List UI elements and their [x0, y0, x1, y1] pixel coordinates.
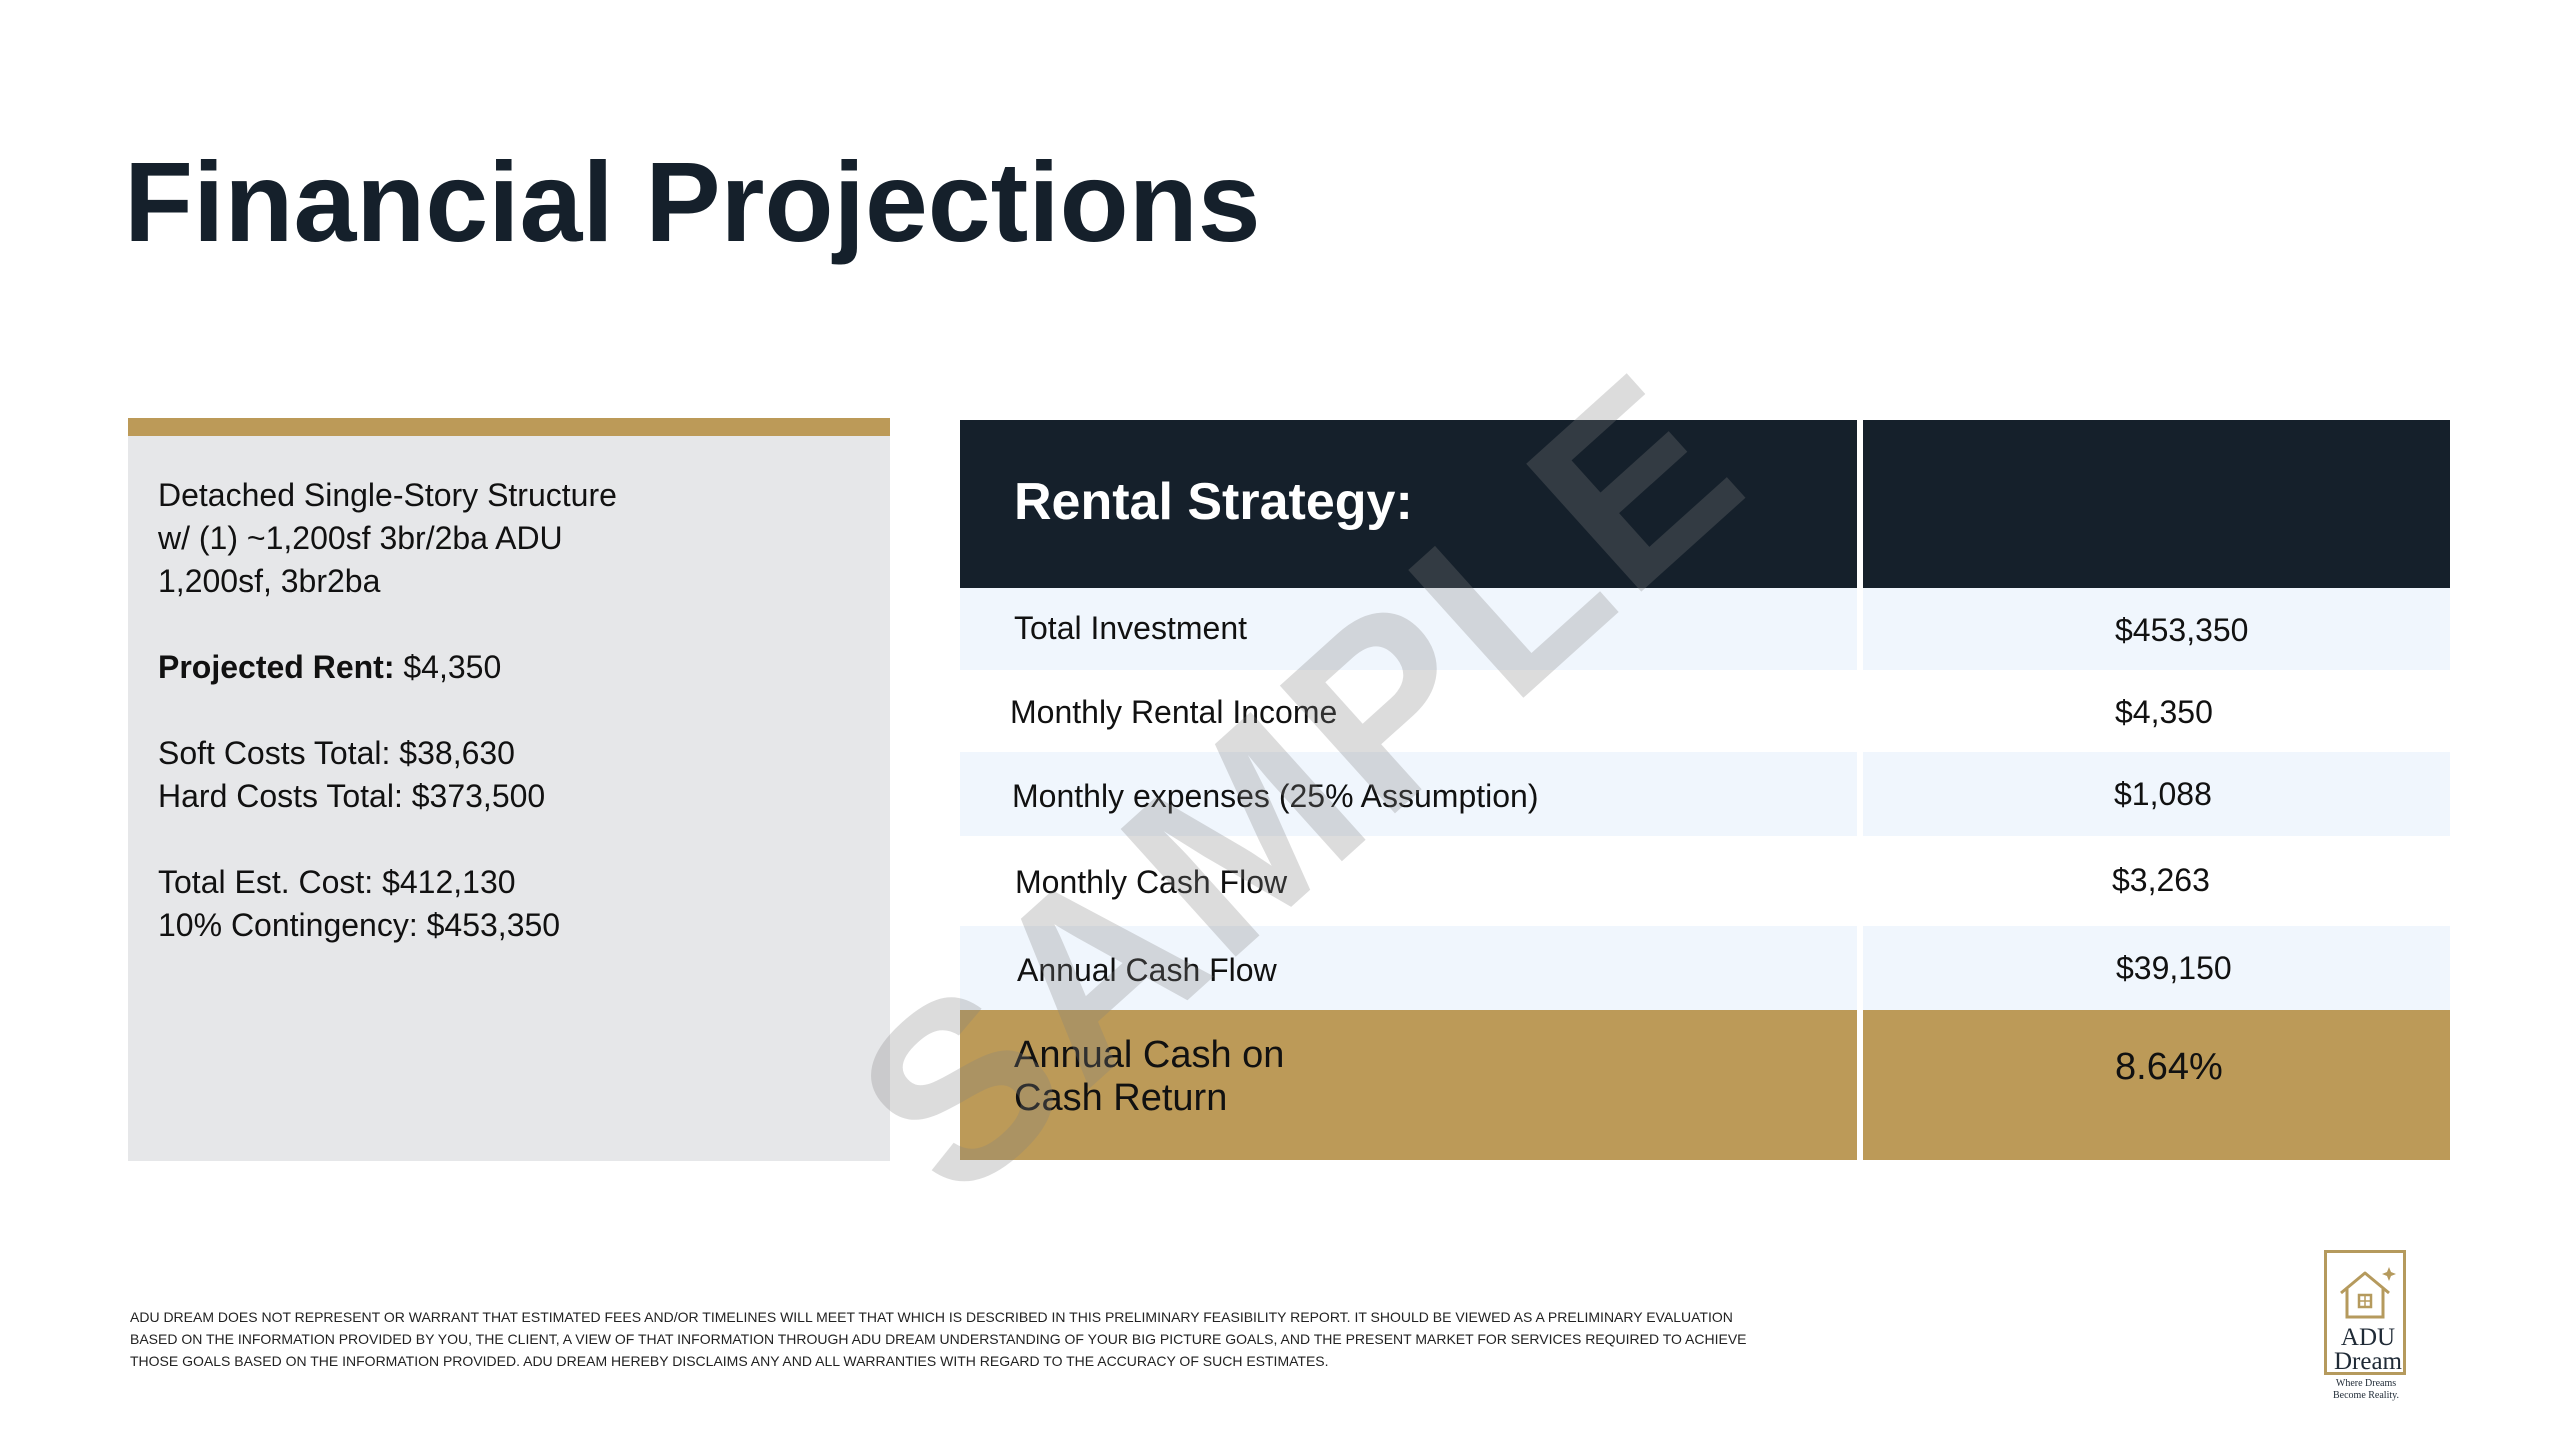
projected-rent-value: $4,350: [394, 649, 502, 685]
project-summary-card: Detached Single-Story Structure w/ (1) ~…: [128, 418, 890, 1161]
logo-tagline-line1: Where Dreams: [2335, 1378, 2397, 1389]
summary-line-structure: Detached Single-Story Structure: [158, 477, 617, 513]
table-row: Annual Cash Flow: [960, 926, 1857, 1010]
contingency-total: 10% Contingency: $453,350: [158, 907, 561, 943]
hard-costs-total: Hard Costs Total: $373,500: [158, 778, 546, 814]
table-row: Monthly expenses (25% Assumption): [960, 752, 1857, 836]
table-total-row: Annual Cash on Cash Return: [960, 1010, 1857, 1160]
table-row: Total Investment: [960, 588, 1857, 670]
table-row: Monthly Cash Flow: [960, 836, 1857, 926]
total-row-label-line1: Annual Cash on: [1014, 1034, 1285, 1076]
table-row-value-cell: $1,088: [1863, 752, 2450, 836]
company-logo: ADU Dream Where Dreams Become Reality.: [2322, 1250, 2414, 1406]
summary-text: Detached Single-Story Structure w/ (1) ~…: [158, 474, 617, 947]
table-row-value-cell: $39,150: [1863, 926, 2450, 1010]
legal-disclaimer: ADU DREAM DOES NOT REPRESENT OR WARRANT …: [130, 1309, 1747, 1369]
total-row-label: Annual Cash on Cash Return: [1014, 1034, 1434, 1120]
table-header-label-cell: Rental Strategy:: [960, 420, 1857, 588]
summary-accent-bar: [128, 418, 890, 436]
row-value-monthly-expenses: $1,088: [2114, 776, 2212, 812]
logo-tagline-line2: Become Reality.: [2333, 1390, 2399, 1401]
row-value-annual-cash-flow: $39,150: [2116, 950, 2232, 986]
logo-word-adu: ADU: [2340, 1324, 2396, 1351]
rental-strategy-heading: Rental Strategy:: [1014, 473, 1413, 531]
logo-frame: ADU Dream: [2324, 1250, 2406, 1375]
projected-rent-label: Projected Rent:: [158, 649, 395, 685]
row-value-monthly-rental-income: $4,350: [2115, 694, 2213, 730]
row-label-monthly-rental-income: Monthly Rental Income: [1010, 694, 1338, 730]
total-est-cost: Total Est. Cost: $412,130: [158, 864, 516, 900]
house-logo-icon: [2340, 1267, 2396, 1319]
summary-line-size: 1,200sf, 3br2ba: [158, 563, 381, 599]
table-total-value-cell: 8.64%: [1863, 1010, 2450, 1160]
table-header-value-cell: [1863, 420, 2450, 588]
row-label-annual-cash-flow: Annual Cash Flow: [1017, 952, 1277, 988]
row-label-total-investment: Total Investment: [1014, 610, 1247, 646]
row-value-monthly-cash-flow: $3,263: [2112, 862, 2210, 898]
page-title: Financial Projections: [124, 139, 1261, 265]
total-row-label-line2: Cash Return: [1014, 1077, 1228, 1119]
rental-strategy-table: Rental Strategy: Total Investment $453,3…: [960, 420, 2450, 1160]
logo-word-dream: Dream: [2333, 1348, 2403, 1375]
soft-costs-total: Soft Costs Total: $38,630: [158, 735, 515, 771]
table-row-value-cell: $453,350: [1863, 588, 2450, 670]
cash-on-cash-return-value: 8.64%: [2115, 1046, 2223, 1088]
logo-tagline: Where Dreams Become Reality.: [2318, 1378, 2414, 1402]
table-row-value-cell: $3,263: [1863, 836, 2450, 926]
projected-rent: Projected Rent: $4,350: [158, 646, 617, 689]
summary-line-adu: w/ (1) ~1,200sf 3br/2ba ADU: [158, 520, 563, 556]
row-label-monthly-expenses: Monthly expenses (25% Assumption): [1012, 778, 1539, 814]
table-row-value-cell: $4,350: [1863, 670, 2450, 752]
row-value-total-investment: $453,350: [2115, 612, 2249, 648]
table-row: Monthly Rental Income: [960, 670, 1857, 752]
row-label-monthly-cash-flow: Monthly Cash Flow: [1015, 864, 1288, 900]
